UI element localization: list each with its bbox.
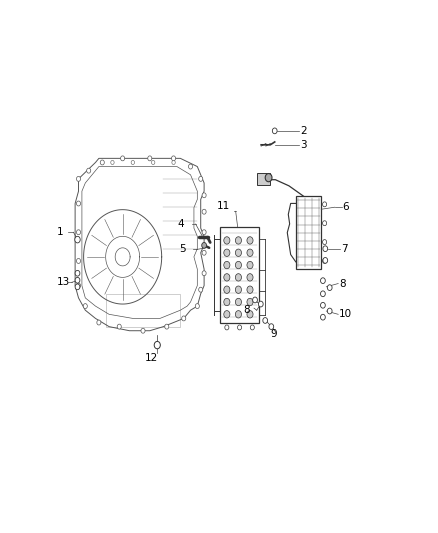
Circle shape (321, 302, 325, 308)
Circle shape (247, 298, 253, 306)
Circle shape (111, 160, 114, 165)
Circle shape (77, 201, 81, 206)
Text: 8: 8 (339, 279, 346, 288)
Circle shape (75, 270, 80, 276)
Circle shape (202, 251, 206, 255)
Circle shape (77, 176, 81, 181)
Text: 5: 5 (179, 245, 185, 254)
Circle shape (202, 230, 206, 235)
Circle shape (235, 286, 241, 293)
Circle shape (323, 246, 328, 252)
Bar (106, 294, 180, 327)
Circle shape (247, 249, 253, 256)
Circle shape (247, 286, 253, 293)
Circle shape (75, 277, 80, 283)
Text: 3: 3 (300, 140, 307, 150)
Circle shape (75, 236, 80, 243)
Text: 1: 1 (57, 227, 64, 237)
Circle shape (235, 249, 241, 256)
Circle shape (148, 156, 152, 161)
Circle shape (117, 324, 121, 329)
Text: 12: 12 (145, 353, 158, 363)
Circle shape (323, 257, 328, 263)
Text: 7: 7 (341, 244, 347, 254)
Circle shape (253, 297, 258, 303)
Circle shape (195, 304, 199, 309)
Circle shape (327, 308, 332, 314)
Circle shape (235, 261, 241, 269)
Circle shape (247, 311, 253, 318)
Circle shape (322, 202, 327, 207)
Circle shape (83, 304, 87, 309)
Text: 4: 4 (177, 219, 184, 229)
Circle shape (120, 156, 125, 161)
Circle shape (263, 318, 268, 324)
Text: 2: 2 (300, 126, 307, 136)
Circle shape (235, 237, 241, 244)
Circle shape (258, 301, 263, 307)
Circle shape (224, 273, 230, 281)
Circle shape (265, 174, 272, 182)
Circle shape (202, 193, 206, 198)
Circle shape (182, 316, 186, 321)
Circle shape (100, 160, 104, 165)
Bar (257, 173, 270, 184)
Circle shape (322, 221, 327, 225)
Bar (296, 196, 321, 269)
Circle shape (321, 291, 325, 297)
Circle shape (224, 311, 230, 318)
Circle shape (224, 261, 230, 269)
Circle shape (141, 328, 145, 333)
Circle shape (322, 240, 327, 245)
Circle shape (77, 230, 81, 235)
Text: 11: 11 (216, 200, 230, 211)
Circle shape (327, 285, 332, 290)
Circle shape (225, 325, 229, 330)
Circle shape (247, 237, 253, 244)
Circle shape (165, 324, 169, 329)
Circle shape (224, 237, 230, 244)
Bar (220, 227, 259, 324)
Circle shape (224, 249, 230, 256)
Circle shape (172, 160, 175, 165)
Circle shape (97, 320, 101, 325)
Circle shape (152, 160, 155, 165)
Circle shape (321, 314, 325, 320)
Text: 8: 8 (243, 305, 250, 315)
Circle shape (202, 271, 206, 276)
Circle shape (75, 284, 80, 290)
Circle shape (269, 324, 274, 329)
Circle shape (131, 160, 134, 165)
Circle shape (321, 278, 325, 284)
Text: 9: 9 (270, 329, 277, 339)
Circle shape (154, 342, 160, 349)
Circle shape (272, 128, 277, 134)
Circle shape (224, 286, 230, 293)
Text: 10: 10 (339, 309, 352, 319)
Text: 6: 6 (343, 202, 349, 212)
Circle shape (77, 259, 81, 263)
Circle shape (87, 168, 91, 173)
Circle shape (202, 209, 206, 214)
Circle shape (199, 176, 203, 181)
Circle shape (172, 156, 176, 161)
Circle shape (188, 164, 193, 169)
Circle shape (247, 273, 253, 281)
Circle shape (235, 311, 241, 318)
Circle shape (77, 283, 81, 288)
Circle shape (199, 287, 203, 292)
Circle shape (235, 273, 241, 281)
Text: 13: 13 (57, 277, 70, 287)
Circle shape (322, 259, 327, 263)
Circle shape (202, 243, 206, 248)
Circle shape (247, 261, 253, 269)
Circle shape (235, 298, 241, 306)
Circle shape (237, 325, 242, 330)
Circle shape (250, 325, 254, 330)
Circle shape (224, 298, 230, 306)
